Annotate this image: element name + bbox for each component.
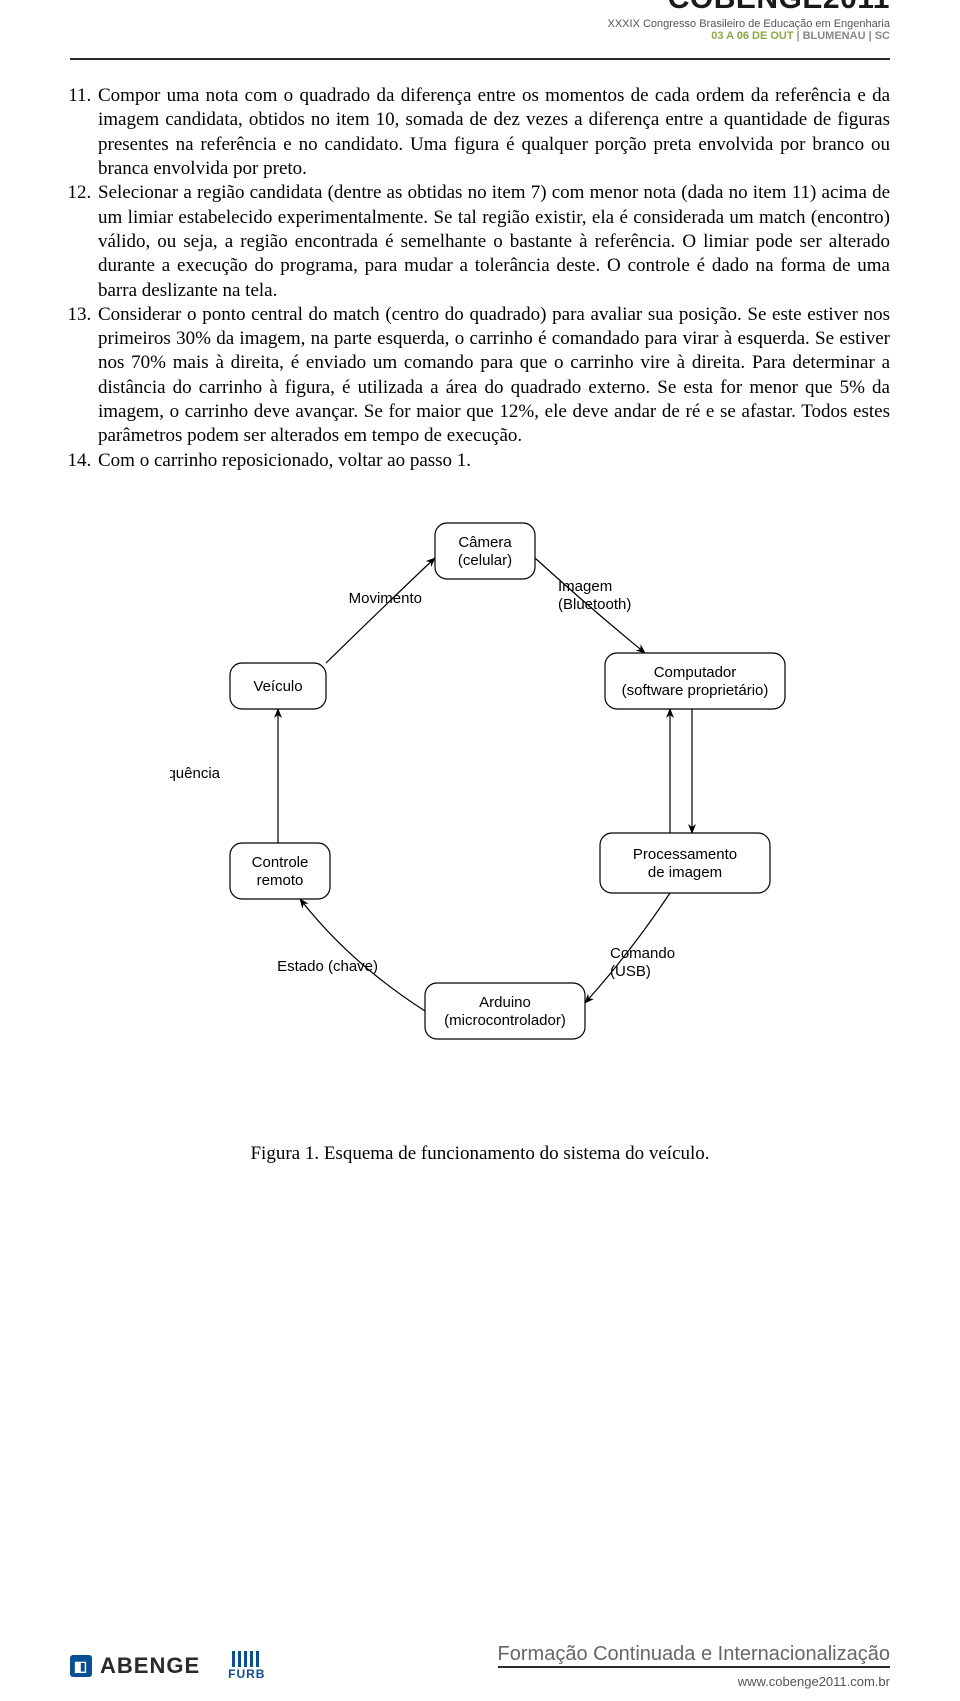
diagram-node-camera <box>435 523 535 579</box>
diagram-node-label: (software proprietário) <box>622 682 769 699</box>
diagram-node-processa <box>600 833 770 893</box>
abenge-icon: ◧ <box>70 1655 92 1677</box>
footer-right: Formação Continuada e Internacionalizaçã… <box>498 1643 890 1689</box>
algorithm-step: Compor uma nota com o quadrado da difere… <box>96 84 890 181</box>
diagram-node-label: Câmera <box>458 534 512 551</box>
logo-subtitle-1: XXXIX Congresso Brasileiro de Educação e… <box>608 18 891 30</box>
diagram-node-label: Veículo <box>253 678 302 695</box>
diagram-edge-label: Comando <box>610 945 675 962</box>
furb-logo: FURB <box>228 1651 265 1681</box>
diagram-edge-label: Estado (chave) <box>277 958 378 975</box>
diagram-node-label: de imagem <box>648 864 722 881</box>
algorithm-step: Com o carrinho reposicionado, voltar ao … <box>96 449 890 473</box>
logo-subtitle-2: 03 A 06 DE OUT | BLUMENAU | SC <box>608 30 891 42</box>
diagram-node-label: Arduino <box>479 994 531 1011</box>
figure-caption: Figura 1. Esquema de funcionamento do si… <box>70 1143 890 1165</box>
diagram-node-label: remoto <box>257 872 304 889</box>
header-rule <box>70 58 890 60</box>
logo-sep: | <box>794 30 803 42</box>
diagram-edge-e1 <box>326 558 435 663</box>
diagram-edge-label: (Bluetooth) <box>558 596 631 613</box>
furb-text: FURB <box>228 1667 265 1681</box>
diagram-wrap: Câmera(celular) Veículo Computador(softwar… <box>170 513 790 1113</box>
diagram-node-label: Computador <box>654 664 737 681</box>
diagram-node-label: Controle <box>252 854 309 871</box>
diagram-edge-label: Imagem <box>558 578 612 595</box>
furb-icon <box>232 1651 262 1667</box>
diagram-edge-label: (USB) <box>610 963 651 980</box>
diagram-edge-label: Movimento <box>349 590 422 607</box>
logo-text-a: COBENGE <box>668 0 823 15</box>
event-logo: COBENGE2011 XXXIX Congresso Brasileiro d… <box>608 0 891 42</box>
abenge-text: ABENGE <box>100 1653 200 1679</box>
footer-tagline: Formação Continuada e Internacionalizaçã… <box>498 1643 890 1666</box>
footer-url: www.cobenge2011.com.br <box>498 1674 890 1689</box>
logo-dates: 03 A 06 DE OUT <box>711 30 793 42</box>
algorithm-step: Considerar o ponto central do match (cen… <box>96 303 890 449</box>
page: COBENGE2011 XXXIX Congresso Brasileiro d… <box>0 0 960 1701</box>
abenge-logo: ◧ ABENGE <box>70 1653 200 1679</box>
algorithm-step: Selecionar a região candidata (dentre as… <box>96 181 890 303</box>
footer-row: ◧ ABENGE FURB Formação Continuada e Inte… <box>70 1643 890 1689</box>
system-diagram: Câmera(celular) Veículo Computador(softwar… <box>170 513 790 1113</box>
diagram-node-label: (celular) <box>458 552 512 569</box>
diagram-node-label: (microcontrolador) <box>444 1012 566 1029</box>
diagram-node-arduino <box>425 983 585 1039</box>
diagram-node-controle <box>230 843 330 899</box>
diagram-node-computador <box>605 653 785 709</box>
diagram-edge-label: Radiofrequência <box>170 765 221 782</box>
diagram-edge-e6 <box>300 899 425 1011</box>
footer-rule <box>498 1666 890 1668</box>
page-header: COBENGE2011 XXXIX Congresso Brasileiro d… <box>70 0 890 60</box>
logo-text-b: 2011 <box>823 0 890 15</box>
logo-place: BLUMENAU | SC <box>803 30 890 42</box>
page-footer: ◧ ABENGE FURB Formação Continuada e Inte… <box>0 1643 960 1701</box>
algorithm-list: Compor uma nota com o quadrado da difere… <box>70 84 890 473</box>
diagram-node-label: Processamento <box>633 846 737 863</box>
logo-line1: COBENGE2011 <box>668 0 890 16</box>
